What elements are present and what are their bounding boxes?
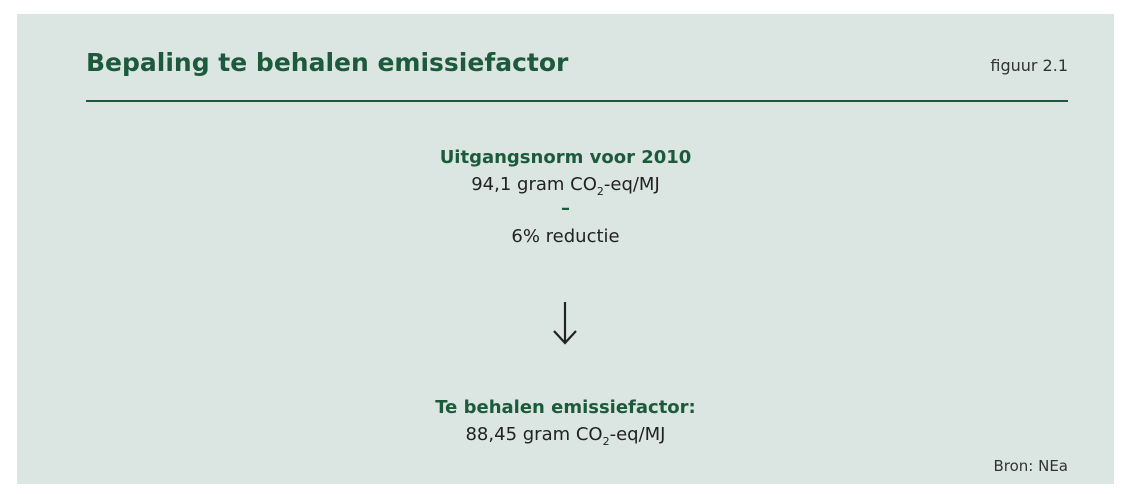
step-heading: Te behalen emissiefactor: (435, 397, 696, 418)
operator: – (561, 198, 570, 219)
down-arrow (553, 302, 577, 345)
value-text: 94,1 gram CO (471, 174, 597, 195)
value-text: -eq/MJ (603, 174, 660, 195)
step-value: 88,45 gram CO2-eq/MJ (17, 424, 1114, 448)
source: Bron: NEa (993, 457, 1068, 475)
step-heading: Uitgangsnorm voor 2010 (439, 147, 692, 168)
figure-panel: Bepaling te behalen emissiefactor figuur… (17, 14, 1114, 484)
title-rule (86, 100, 1068, 102)
figure-label: figuur 2.1 (990, 56, 1068, 75)
value-text: 88,45 gram CO (465, 424, 603, 445)
subscript: 2 (596, 185, 604, 198)
step-value: 94,1 gram CO2-eq/MJ (17, 174, 1114, 198)
figure-title: Bepaling te behalen emissiefactor (86, 48, 569, 77)
modifier: 6% reductie (511, 226, 620, 247)
value-text: -eq/MJ (609, 424, 666, 445)
subscript: 2 (602, 435, 610, 448)
